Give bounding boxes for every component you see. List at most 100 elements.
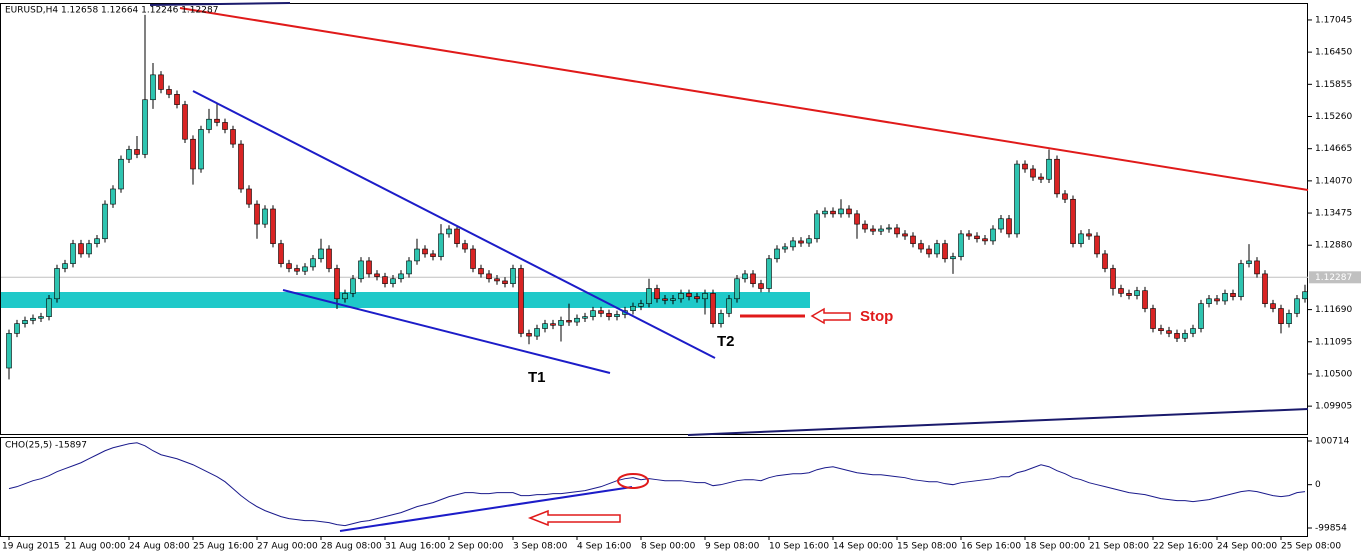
current-price-box [1309, 271, 1361, 284]
candle-body [806, 238, 812, 244]
candle-body [862, 223, 868, 230]
trend-line [282, 289, 611, 374]
candle-body [966, 233, 972, 237]
candle-body [686, 293, 692, 297]
candle-body [1286, 313, 1292, 324]
candle-body [278, 243, 284, 264]
candle-body [1278, 308, 1284, 324]
candle-body [1270, 303, 1276, 309]
candle-body [678, 293, 684, 300]
candle-body [1046, 158, 1052, 180]
arrow [527, 509, 621, 527]
candle-body [886, 227, 892, 230]
candle-body [958, 233, 964, 257]
candle-body [182, 104, 188, 140]
candle-body [670, 298, 676, 301]
candle-body [1222, 293, 1228, 302]
candle-body [254, 203, 260, 225]
candle-body [358, 260, 364, 280]
candle-body [246, 188, 252, 205]
y-tick-label: 1.17045 [1315, 15, 1352, 25]
candle-body [38, 316, 44, 319]
candle-body [1070, 198, 1076, 244]
candle-body [430, 253, 436, 257]
annotation: T2 [717, 333, 735, 350]
x-tick-label: 27 Aug 00:00 [257, 542, 318, 552]
candle-body [558, 320, 564, 326]
candle-body [1038, 176, 1044, 180]
candle-body [486, 273, 492, 280]
candle-body [494, 278, 500, 282]
candle-body [574, 317, 580, 323]
candle-body [630, 306, 636, 311]
x-tick-label: 8 Sep 00:00 [641, 542, 696, 552]
candle-body [150, 74, 156, 101]
candle-body [78, 243, 84, 255]
candle-body [1006, 218, 1012, 235]
trend-line [339, 486, 633, 532]
candle-body [14, 323, 20, 334]
candle-body [174, 94, 180, 105]
candle-body [1110, 268, 1116, 289]
y-tick-label: 1.14665 [1315, 144, 1352, 154]
candle-body [734, 278, 740, 300]
candle-body [70, 243, 76, 264]
candle-body [326, 248, 332, 269]
candle-body [374, 273, 380, 277]
candle-body [894, 227, 900, 235]
candle-body [1294, 298, 1300, 314]
candle-body [206, 118, 212, 130]
candle-body [238, 143, 244, 190]
x-tick-label: 28 Aug 08:00 [321, 542, 382, 552]
candle-body [1214, 298, 1220, 302]
candle-body [814, 213, 820, 240]
candle-body [1094, 235, 1100, 255]
candle-body [398, 273, 404, 280]
candle-body [662, 298, 668, 301]
candle-body [422, 248, 428, 255]
x-tick-label: 31 Aug 16:00 [385, 542, 446, 552]
candle-body [1086, 233, 1092, 237]
candle-body [158, 74, 164, 90]
candle-body [1118, 288, 1124, 294]
x-tick-label: 24 Aug 08:00 [129, 542, 190, 552]
y-tick-label: 1.11690 [1315, 305, 1352, 315]
y-tick-label: 100714 [1315, 436, 1350, 446]
indicator-line [8, 442, 1306, 527]
x-tick-label: 10 Sep 16:00 [769, 542, 829, 552]
candle-body [1166, 330, 1172, 334]
candle-body [342, 293, 348, 300]
y-tick-label: 1.11095 [1315, 337, 1352, 347]
candle-body [462, 243, 468, 250]
candle-body [270, 208, 276, 244]
candle-body [926, 248, 932, 255]
candle-body [638, 303, 644, 307]
stop-arrow [810, 307, 851, 325]
candle-body [854, 213, 860, 225]
candle-body [438, 233, 444, 257]
price-panel-frame [0, 3, 1308, 435]
y-tick-label: 1.12880 [1315, 241, 1352, 251]
y-tick-label: 1.14070 [1315, 176, 1352, 186]
candle-body [1134, 290, 1140, 296]
candle-body [94, 238, 100, 244]
candle-body [1014, 163, 1020, 235]
candle-body [566, 320, 572, 323]
candle-body [518, 268, 524, 334]
candle-body [446, 228, 452, 235]
candle-body [214, 118, 220, 123]
candle-body [1190, 328, 1196, 334]
candle-body [526, 333, 532, 337]
y-tick-label: 1.13475 [1315, 209, 1352, 219]
x-tick-label: 15 Sep 08:00 [897, 542, 957, 552]
candle-body [534, 328, 540, 337]
y-tick-label: 1.15260 [1315, 112, 1352, 122]
x-tick-label: 21 Aug 00:00 [65, 542, 126, 552]
y-tick-label: 1.10500 [1315, 369, 1352, 379]
candle-body [742, 273, 748, 280]
candle-body [1030, 168, 1036, 178]
candle-body [790, 240, 796, 248]
candle-body [350, 278, 356, 294]
